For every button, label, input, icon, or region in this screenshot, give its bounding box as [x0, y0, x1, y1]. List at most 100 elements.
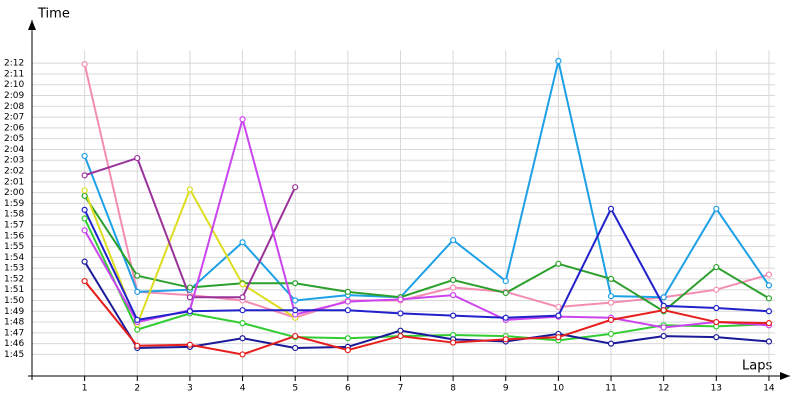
point	[239, 307, 246, 314]
x-tick-label: 13	[711, 384, 722, 394]
point	[186, 341, 194, 348]
point	[344, 347, 351, 354]
point	[81, 206, 88, 213]
point	[186, 186, 194, 193]
point	[292, 280, 299, 287]
y-tick-label: 2:02	[4, 167, 24, 177]
point	[397, 296, 404, 303]
point	[450, 276, 457, 284]
y-tick-label: 1:46	[4, 339, 24, 349]
x-tick-label: 1	[82, 384, 88, 394]
series-line	[83, 64, 770, 319]
point	[713, 286, 720, 293]
x-tick-label: 7	[398, 384, 404, 394]
point	[81, 172, 88, 179]
point	[607, 330, 615, 338]
y-tick-label: 1:50	[4, 296, 24, 306]
series-line	[83, 115, 770, 329]
point	[81, 61, 88, 68]
point	[344, 298, 351, 305]
point	[660, 332, 667, 340]
point	[765, 295, 773, 302]
point	[239, 351, 246, 358]
point	[134, 326, 141, 333]
y-tick-label: 1:45	[4, 350, 24, 360]
y-tick-label: 2:04	[4, 145, 24, 155]
y-tick-label: 1:53	[4, 264, 24, 274]
y-tick-label: 1:59	[4, 199, 24, 209]
y-tick-label: 1:55	[4, 242, 24, 252]
point	[713, 263, 720, 271]
point	[502, 314, 509, 321]
point	[81, 215, 88, 222]
point	[555, 312, 562, 319]
x-tick-label: 8	[450, 384, 456, 394]
y-tick-label: 2:08	[4, 102, 24, 112]
point	[607, 316, 615, 324]
point	[81, 192, 88, 199]
x-tick-label: 11	[605, 384, 616, 394]
point	[607, 293, 615, 300]
point	[607, 275, 615, 283]
point	[607, 340, 615, 347]
x-tick-label: 12	[658, 384, 669, 394]
series-line	[83, 206, 770, 322]
point	[344, 288, 351, 295]
point	[292, 297, 299, 304]
point	[765, 338, 773, 345]
x-tick-label: 9	[503, 384, 509, 394]
point	[81, 277, 88, 285]
x-tick-label: 2	[134, 384, 140, 394]
point	[607, 299, 615, 306]
x-tick-label: 5	[292, 384, 298, 394]
point	[81, 227, 88, 234]
point	[713, 205, 720, 212]
y-tick-label: 1:57	[4, 220, 24, 230]
point	[81, 152, 88, 160]
y-axis-label: Time	[37, 7, 70, 22]
y-tick-label: 2:00	[4, 188, 24, 198]
point	[660, 307, 667, 314]
point	[450, 236, 457, 244]
y-tick-label: 1:58	[4, 210, 24, 220]
point	[292, 332, 299, 340]
y-tick-label: 1:56	[4, 231, 24, 241]
x-tick-label: 6	[345, 384, 351, 394]
point	[450, 291, 457, 299]
point	[344, 307, 351, 314]
point	[713, 318, 720, 326]
y-axis-arrow	[28, 20, 36, 30]
point	[186, 294, 194, 301]
point	[134, 316, 141, 324]
point	[660, 324, 667, 331]
point	[502, 336, 509, 343]
y-tick-label: 2:09	[4, 91, 24, 101]
point	[450, 312, 457, 319]
point	[292, 184, 299, 191]
point	[502, 277, 509, 285]
y-tick-label: 1:52	[4, 274, 24, 284]
series-line	[83, 280, 769, 356]
point	[450, 339, 457, 346]
y-tick-label: 2:01	[4, 177, 24, 187]
x-tick-label: 3	[187, 384, 193, 394]
point	[607, 205, 615, 212]
point	[713, 334, 720, 341]
y-tick-label: 2:06	[4, 123, 24, 133]
point	[660, 294, 667, 301]
x-axis-label: Laps	[742, 359, 772, 374]
point	[765, 320, 773, 327]
point	[555, 334, 562, 341]
point	[397, 327, 404, 334]
x-tick-label: 10	[553, 384, 565, 394]
point	[765, 308, 773, 315]
x-tick-label: 14	[763, 384, 775, 394]
point	[81, 258, 88, 265]
y-tick-label: 2:03	[4, 156, 24, 166]
y-tick-label: 1:54	[4, 253, 24, 263]
point	[765, 282, 773, 289]
y-tick-label: 2:12	[4, 59, 24, 69]
y-tick-label: 2:05	[4, 134, 24, 144]
y-tick-label: 2:11	[4, 69, 24, 79]
point	[239, 320, 246, 327]
